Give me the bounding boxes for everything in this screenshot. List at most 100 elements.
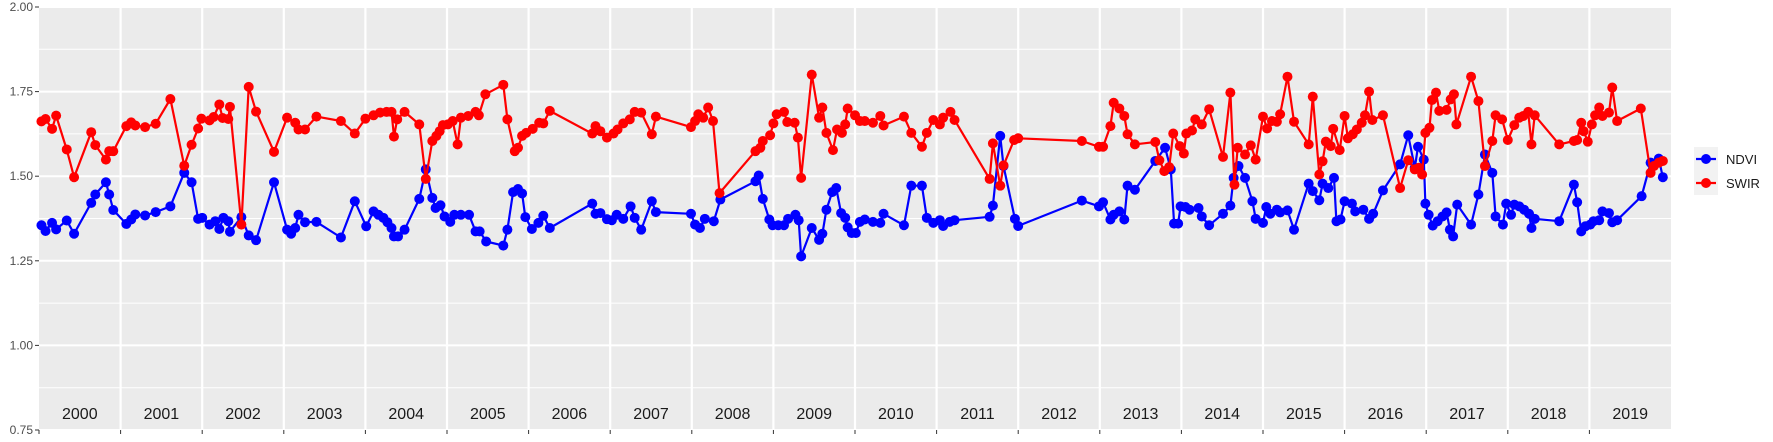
data-point: [150, 118, 161, 129]
data-point: [1225, 200, 1236, 211]
data-point: [1262, 123, 1273, 134]
data-point: [1657, 155, 1668, 166]
data-point: [1377, 185, 1388, 196]
year-label: 2016: [1368, 406, 1404, 423]
data-point: [1368, 208, 1379, 219]
data-point: [40, 226, 51, 237]
data-point: [625, 201, 636, 212]
data-point: [984, 211, 995, 222]
data-point: [464, 209, 475, 220]
data-point: [1178, 148, 1189, 159]
data-point: [1590, 110, 1601, 121]
data-point: [765, 130, 776, 141]
data-point: [867, 117, 878, 128]
data-point: [1360, 110, 1370, 121]
data-point: [1403, 155, 1414, 166]
legend-key-point: [1701, 154, 1711, 164]
data-point: [1289, 116, 1300, 127]
data-point: [544, 105, 555, 116]
data-point: [783, 213, 794, 224]
data-point: [1572, 197, 1583, 208]
data-point: [392, 114, 403, 125]
year-label: 2005: [470, 406, 506, 423]
data-point: [1307, 186, 1318, 197]
data-point: [1154, 155, 1165, 166]
year-label: 2000: [62, 406, 98, 423]
data-point: [512, 142, 523, 153]
data-point: [1114, 206, 1125, 217]
y-tick-label: 0.75: [10, 423, 34, 437]
data-point: [1307, 91, 1318, 102]
data-point: [473, 110, 484, 121]
data-point: [61, 144, 72, 155]
data-point: [1193, 203, 1204, 214]
data-point: [898, 220, 909, 231]
data-point: [1509, 120, 1520, 131]
data-point: [1076, 136, 1087, 147]
data-point: [1441, 104, 1452, 115]
data-point: [243, 81, 254, 92]
data-point: [938, 112, 949, 123]
data-point: [836, 127, 847, 138]
data-point: [108, 205, 119, 216]
data-point: [502, 224, 513, 235]
data-point: [214, 223, 225, 234]
data-point: [335, 116, 346, 127]
data-point: [1204, 220, 1215, 231]
data-point: [1250, 154, 1261, 165]
data-point: [399, 224, 410, 235]
data-point: [987, 200, 998, 211]
data-point: [595, 208, 606, 219]
data-point: [806, 222, 817, 233]
data-point: [1317, 156, 1328, 167]
data-point: [1076, 195, 1087, 206]
data-point: [1328, 123, 1339, 134]
data-point: [840, 119, 851, 130]
legend-key-point: [1701, 178, 1711, 188]
data-point: [1473, 96, 1484, 107]
data-point: [104, 189, 115, 200]
data-point: [1586, 119, 1597, 130]
data-point: [636, 107, 647, 118]
data-point: [1289, 224, 1300, 235]
data-point: [945, 106, 956, 117]
data-point: [1314, 169, 1325, 180]
data-point: [817, 228, 828, 239]
data-point: [251, 235, 262, 246]
data-point: [1204, 104, 1215, 115]
year-label: 2004: [388, 406, 424, 423]
data-point: [1129, 184, 1140, 195]
data-point: [1232, 142, 1243, 153]
data-point: [538, 210, 549, 221]
data-point: [290, 222, 301, 233]
data-point: [1441, 207, 1452, 218]
data-point: [224, 101, 235, 112]
data-point: [130, 209, 141, 220]
data-point: [1466, 71, 1477, 82]
legend-label: NDVI: [1726, 152, 1757, 167]
data-point: [140, 122, 151, 133]
data-point: [386, 222, 397, 233]
data-point: [210, 216, 221, 227]
data-point: [108, 146, 119, 157]
year-label: 2008: [715, 406, 751, 423]
data-point: [393, 231, 404, 242]
data-point: [1129, 139, 1140, 150]
data-point: [1245, 140, 1256, 151]
data-point: [1473, 189, 1484, 200]
data-point: [842, 103, 853, 114]
data-point: [414, 193, 425, 204]
data-point: [361, 221, 372, 232]
data-point: [1098, 197, 1109, 208]
data-point: [878, 208, 889, 219]
data-point: [1225, 87, 1236, 98]
data-point: [197, 212, 208, 223]
data-point: [1576, 117, 1587, 128]
data-point: [1578, 126, 1589, 137]
data-point: [753, 170, 764, 181]
year-label: 2007: [633, 406, 669, 423]
data-point: [921, 127, 932, 138]
data-point: [214, 99, 225, 110]
data-point: [447, 116, 458, 127]
data-point: [650, 111, 661, 122]
